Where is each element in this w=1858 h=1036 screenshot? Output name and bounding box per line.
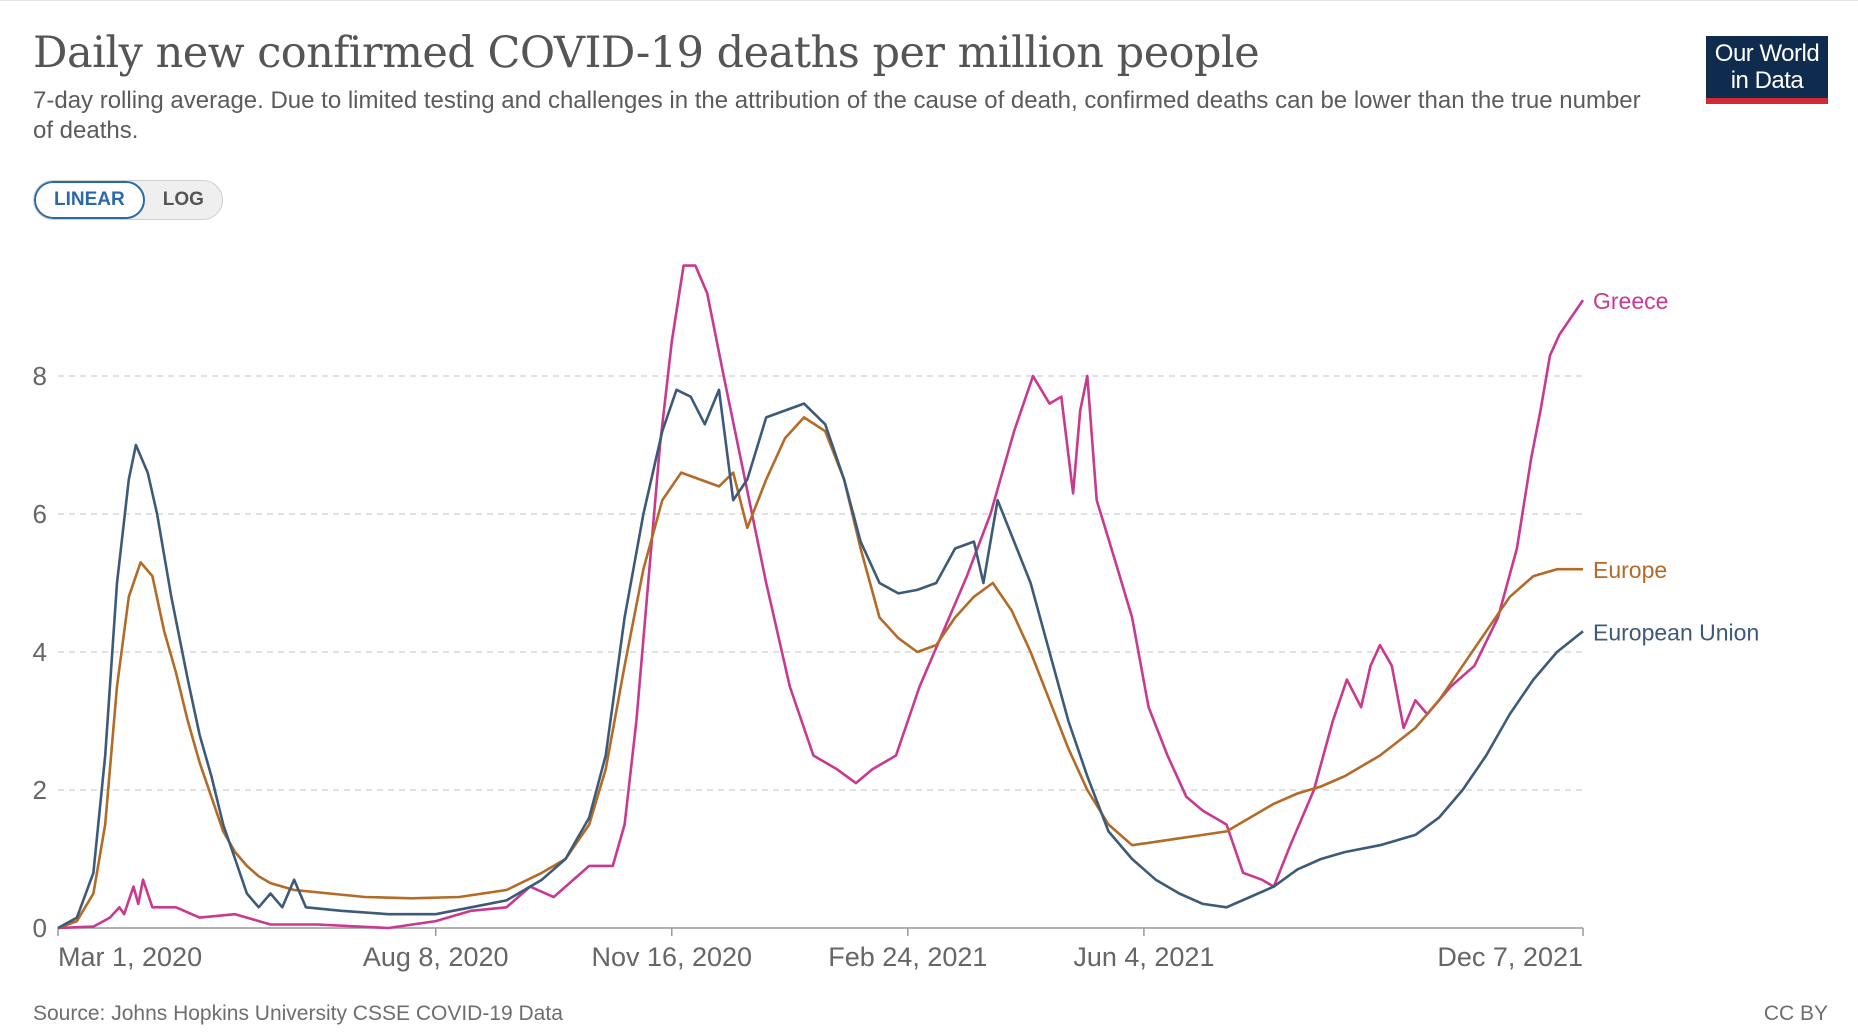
y-tick-label: 6 [33,499,47,529]
legend-label-european-union: European Union [1593,619,1759,645]
x-tick-label: Aug 8, 2020 [363,942,509,972]
source-note[interactable]: Source: Johns Hopkins University CSSE CO… [33,1002,563,1025]
page-title: Daily new confirmed COVID-19 deaths per … [33,28,1260,78]
series-line-greece [57,264,1585,930]
logo-line-1: Our World [1714,40,1820,67]
license-label[interactable]: CC BY [1763,1002,1828,1025]
logo-accent-bar [1706,98,1828,104]
y-tick-label: 4 [33,637,47,667]
x-tick-label: Nov 16, 2020 [591,942,752,972]
log-scale-button[interactable]: LOG [162,189,204,210]
chart-subtitle: 7-day rolling average. Due to limited te… [33,87,1641,144]
legend-label-europe: Europe [1593,557,1667,583]
logo-line-2: in Data [1730,67,1804,94]
x-tick-label: Dec 7, 2021 [1437,942,1583,972]
x-tick-label: Feb 24, 2021 [828,942,987,972]
y-tick-label: 0 [33,913,47,943]
legend-label-greece: Greece [1593,288,1668,314]
x-tick-label: Jun 4, 2021 [1073,942,1214,972]
scale-toggle[interactable]: LINEAR LOG [33,180,223,220]
y-tick-label: 8 [33,361,47,391]
x-tick-label: Mar 1, 2020 [58,942,202,972]
owid-logo[interactable]: Our World in Data [1706,36,1828,104]
series-line-european-union [57,388,1584,930]
linear-scale-button[interactable]: LINEAR [34,181,145,219]
series-line-europe [57,416,1583,930]
y-tick-label: 2 [33,775,47,805]
